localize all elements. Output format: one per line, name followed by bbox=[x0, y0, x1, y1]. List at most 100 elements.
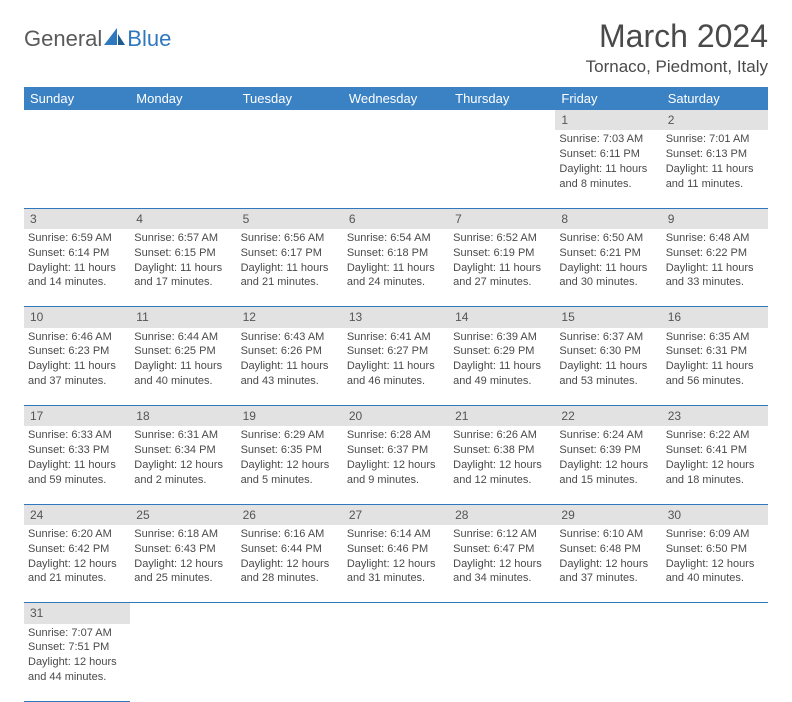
sunrise-text: Sunrise: 6:39 AM bbox=[453, 330, 551, 345]
sunset-text: Sunset: 6:18 PM bbox=[347, 246, 445, 261]
day-cell: Sunrise: 6:14 AMSunset: 6:46 PMDaylight:… bbox=[343, 525, 449, 603]
daylight-text: Daylight: 11 hours bbox=[28, 458, 126, 473]
sunrise-text: Sunrise: 6:24 AM bbox=[559, 428, 657, 443]
day-cell bbox=[449, 130, 555, 208]
day-cell: Sunrise: 6:37 AMSunset: 6:30 PMDaylight:… bbox=[555, 328, 661, 406]
day-number-cell: 30 bbox=[662, 504, 768, 525]
day-cell: Sunrise: 6:31 AMSunset: 6:34 PMDaylight:… bbox=[130, 426, 236, 504]
day-number-cell: 8 bbox=[555, 208, 661, 229]
daylight-text: Daylight: 12 hours bbox=[453, 557, 551, 572]
daylight-text: and 17 minutes. bbox=[134, 275, 232, 290]
day-cell: Sunrise: 6:26 AMSunset: 6:38 PMDaylight:… bbox=[449, 426, 555, 504]
daylight-text: and 34 minutes. bbox=[453, 571, 551, 586]
sunset-text: Sunset: 6:47 PM bbox=[453, 542, 551, 557]
header: General Blue March 2024 Tornaco, Piedmon… bbox=[24, 18, 768, 77]
day-number-cell bbox=[237, 603, 343, 624]
sunset-text: Sunset: 6:42 PM bbox=[28, 542, 126, 557]
calendar-table: SundayMondayTuesdayWednesdayThursdayFrid… bbox=[24, 87, 768, 702]
day-cell bbox=[130, 130, 236, 208]
weekday-header: Saturday bbox=[662, 87, 768, 110]
sunrise-text: Sunrise: 6:10 AM bbox=[559, 527, 657, 542]
day-number-cell: 31 bbox=[24, 603, 130, 624]
sunset-text: Sunset: 6:34 PM bbox=[134, 443, 232, 458]
day-number-cell: 25 bbox=[130, 504, 236, 525]
day-number-cell: 29 bbox=[555, 504, 661, 525]
title-block: March 2024 Tornaco, Piedmont, Italy bbox=[586, 18, 768, 77]
day-cell: Sunrise: 6:57 AMSunset: 6:15 PMDaylight:… bbox=[130, 229, 236, 307]
daylight-text: and 24 minutes. bbox=[347, 275, 445, 290]
sunset-text: Sunset: 6:19 PM bbox=[453, 246, 551, 261]
sunrise-text: Sunrise: 6:43 AM bbox=[241, 330, 339, 345]
daylight-text: Daylight: 11 hours bbox=[134, 359, 232, 374]
day-number-cell: 21 bbox=[449, 406, 555, 427]
daylight-text: and 18 minutes. bbox=[666, 473, 764, 488]
sunset-text: Sunset: 6:43 PM bbox=[134, 542, 232, 557]
logo-text-1: General bbox=[24, 26, 102, 52]
daylight-text: and 28 minutes. bbox=[241, 571, 339, 586]
day-cell: Sunrise: 6:12 AMSunset: 6:47 PMDaylight:… bbox=[449, 525, 555, 603]
sunrise-text: Sunrise: 6:57 AM bbox=[134, 231, 232, 246]
day-number-cell: 18 bbox=[130, 406, 236, 427]
day-cell: Sunrise: 6:56 AMSunset: 6:17 PMDaylight:… bbox=[237, 229, 343, 307]
daylight-text: and 9 minutes. bbox=[347, 473, 445, 488]
daylight-text: and 53 minutes. bbox=[559, 374, 657, 389]
daylight-text: and 12 minutes. bbox=[453, 473, 551, 488]
day-number-cell bbox=[343, 110, 449, 130]
day-cell: Sunrise: 6:20 AMSunset: 6:42 PMDaylight:… bbox=[24, 525, 130, 603]
day-content-row: Sunrise: 6:46 AMSunset: 6:23 PMDaylight:… bbox=[24, 328, 768, 406]
day-cell: Sunrise: 6:50 AMSunset: 6:21 PMDaylight:… bbox=[555, 229, 661, 307]
sunrise-text: Sunrise: 6:46 AM bbox=[28, 330, 126, 345]
day-cell: Sunrise: 6:46 AMSunset: 6:23 PMDaylight:… bbox=[24, 328, 130, 406]
day-cell: Sunrise: 7:01 AMSunset: 6:13 PMDaylight:… bbox=[662, 130, 768, 208]
sunrise-text: Sunrise: 7:07 AM bbox=[28, 626, 126, 641]
logo-sail-icon bbox=[104, 26, 126, 52]
sunrise-text: Sunrise: 6:44 AM bbox=[134, 330, 232, 345]
day-cell: Sunrise: 6:48 AMSunset: 6:22 PMDaylight:… bbox=[662, 229, 768, 307]
day-number-cell: 2 bbox=[662, 110, 768, 130]
sunrise-text: Sunrise: 7:03 AM bbox=[559, 132, 657, 147]
day-content-row: Sunrise: 6:33 AMSunset: 6:33 PMDaylight:… bbox=[24, 426, 768, 504]
daylight-text: Daylight: 12 hours bbox=[666, 458, 764, 473]
sunset-text: Sunset: 6:17 PM bbox=[241, 246, 339, 261]
sunrise-text: Sunrise: 6:31 AM bbox=[134, 428, 232, 443]
day-number-cell: 28 bbox=[449, 504, 555, 525]
day-number-cell: 19 bbox=[237, 406, 343, 427]
day-cell: Sunrise: 6:43 AMSunset: 6:26 PMDaylight:… bbox=[237, 328, 343, 406]
daylight-text: Daylight: 11 hours bbox=[241, 261, 339, 276]
weekday-header: Sunday bbox=[24, 87, 130, 110]
day-number-cell bbox=[555, 603, 661, 624]
daylight-text: and 14 minutes. bbox=[28, 275, 126, 290]
daylight-text: and 31 minutes. bbox=[347, 571, 445, 586]
day-number-cell bbox=[24, 110, 130, 130]
daylight-text: and 40 minutes. bbox=[666, 571, 764, 586]
sunset-text: Sunset: 6:39 PM bbox=[559, 443, 657, 458]
sunrise-text: Sunrise: 6:28 AM bbox=[347, 428, 445, 443]
daylight-text: Daylight: 12 hours bbox=[347, 458, 445, 473]
day-cell bbox=[237, 624, 343, 702]
day-number-cell bbox=[449, 603, 555, 624]
daylight-text: Daylight: 12 hours bbox=[28, 655, 126, 670]
daylight-text: and 21 minutes. bbox=[28, 571, 126, 586]
sunset-text: Sunset: 6:13 PM bbox=[666, 147, 764, 162]
day-cell: Sunrise: 6:52 AMSunset: 6:19 PMDaylight:… bbox=[449, 229, 555, 307]
day-number-cell bbox=[237, 110, 343, 130]
day-number-cell bbox=[449, 110, 555, 130]
daylight-text: Daylight: 11 hours bbox=[559, 261, 657, 276]
daylight-text: Daylight: 11 hours bbox=[28, 261, 126, 276]
day-number-cell: 3 bbox=[24, 208, 130, 229]
sunrise-text: Sunrise: 6:26 AM bbox=[453, 428, 551, 443]
sunrise-text: Sunrise: 6:14 AM bbox=[347, 527, 445, 542]
day-cell bbox=[130, 624, 236, 702]
day-cell: Sunrise: 6:59 AMSunset: 6:14 PMDaylight:… bbox=[24, 229, 130, 307]
day-cell bbox=[343, 624, 449, 702]
sunset-text: Sunset: 6:50 PM bbox=[666, 542, 764, 557]
daylight-text: Daylight: 12 hours bbox=[241, 557, 339, 572]
day-number-row: 17181920212223 bbox=[24, 406, 768, 427]
day-number-cell: 17 bbox=[24, 406, 130, 427]
sunset-text: Sunset: 6:41 PM bbox=[666, 443, 764, 458]
day-number-cell bbox=[130, 110, 236, 130]
daylight-text: and 21 minutes. bbox=[241, 275, 339, 290]
day-number-cell: 24 bbox=[24, 504, 130, 525]
sunset-text: Sunset: 6:25 PM bbox=[134, 344, 232, 359]
sunset-text: Sunset: 6:27 PM bbox=[347, 344, 445, 359]
